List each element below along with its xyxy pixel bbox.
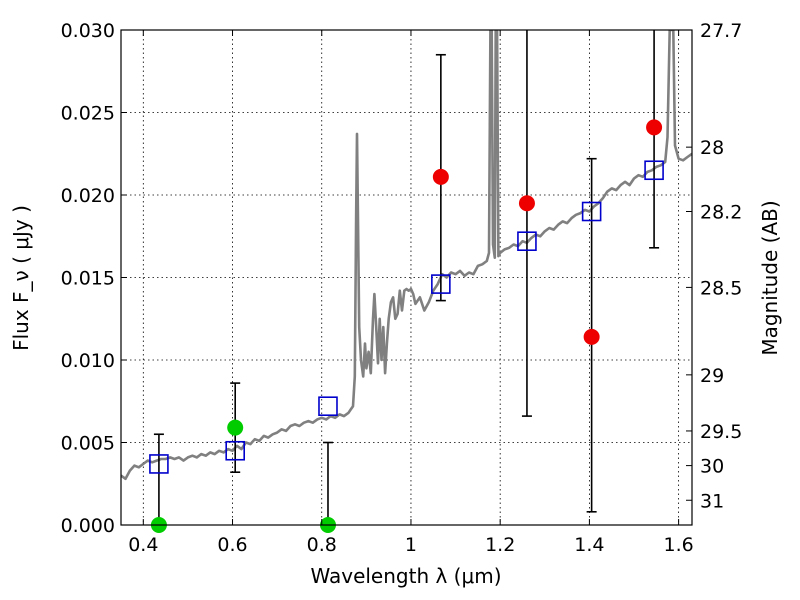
x-tick-label: 1.6 bbox=[664, 534, 694, 556]
model-flux-square bbox=[581, 201, 602, 222]
observed-flux-point bbox=[227, 419, 244, 436]
mag-tick-label: 29.5 bbox=[700, 421, 742, 443]
mag-tick-label: 30 bbox=[700, 456, 724, 478]
mag-tick-label: 27.7 bbox=[700, 20, 742, 42]
mag-tick-label: 28 bbox=[700, 137, 724, 159]
mag-tick-label: 28.5 bbox=[700, 277, 742, 299]
model-flux-square bbox=[149, 454, 169, 474]
observed-flux-point bbox=[518, 195, 535, 212]
mag-tick-label: 28.2 bbox=[700, 202, 742, 224]
model-flux-square bbox=[431, 274, 451, 294]
observed-flux-point bbox=[646, 119, 663, 136]
x-tick-label: 0.8 bbox=[307, 534, 337, 556]
observed-flux-point bbox=[432, 168, 449, 185]
grid-lines bbox=[121, 29, 692, 526]
x-tick-label: 1 bbox=[405, 534, 417, 556]
mag-tick-label: 29 bbox=[700, 365, 724, 387]
observed-flux-point bbox=[583, 328, 600, 345]
x-tick-label: 1.2 bbox=[485, 534, 515, 556]
x-tick-label: 1.4 bbox=[574, 534, 604, 556]
y-tick-label: 0.020 bbox=[61, 185, 115, 207]
y-tick-label: 0.005 bbox=[61, 433, 115, 455]
y-tick-label: 0.000 bbox=[61, 515, 115, 537]
model-flux-square bbox=[517, 231, 537, 251]
model-flux-square bbox=[318, 396, 338, 417]
model-flux-square bbox=[225, 440, 245, 461]
y-tick-label: 0.025 bbox=[61, 103, 115, 125]
y-tick-label: 0.030 bbox=[61, 20, 115, 42]
y-axis-label: Flux F_ν ( μJy ) bbox=[9, 205, 33, 351]
data-points bbox=[149, 30, 664, 533]
mag-tick-label: 31 bbox=[700, 490, 724, 512]
plot-area bbox=[121, 30, 692, 481]
model-flux-square bbox=[644, 160, 664, 181]
x-axis-label: Wavelength λ (μm) bbox=[310, 564, 501, 588]
axis-ticks: 0.4 0.6 0.8 1 1.2 1.4 1.6 0.000 0.005 0.010 0.015 0… bbox=[61, 20, 743, 556]
model-spectrum-line bbox=[121, 30, 692, 481]
x-tick-label: 0.6 bbox=[217, 534, 247, 556]
y-tick-label: 0.010 bbox=[61, 350, 115, 372]
right-axis-label: Magnitude (AB) bbox=[758, 200, 782, 355]
y-tick-label: 0.015 bbox=[61, 268, 115, 290]
x-tick-label: 0.4 bbox=[128, 534, 158, 556]
